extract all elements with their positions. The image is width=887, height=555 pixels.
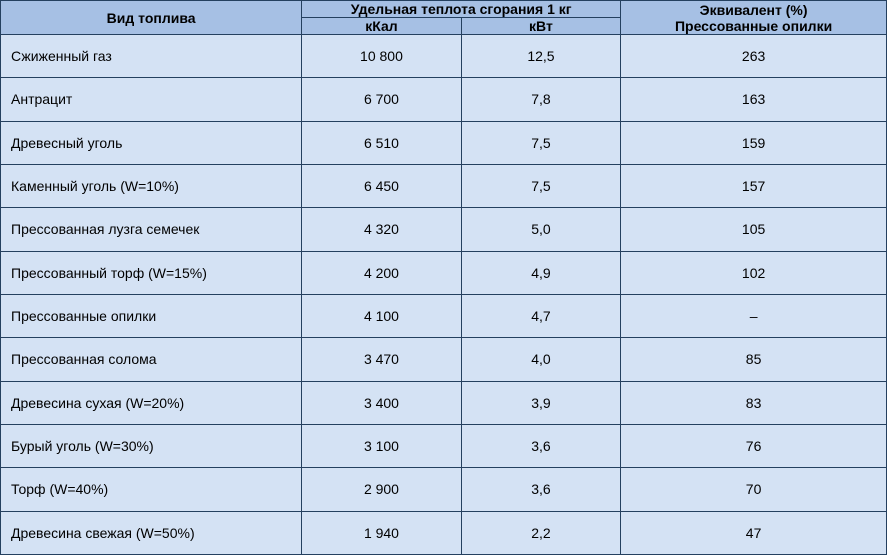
cell-kcal: 3 400 bbox=[302, 381, 461, 424]
cell-kwt: 2,2 bbox=[461, 511, 620, 554]
table-row: Прессованный торф (W=15%)4 2004,9102 bbox=[1, 251, 887, 294]
cell-fuel-name: Древесина сухая (W=20%) bbox=[1, 381, 302, 424]
table-row: Бурый уголь (W=30%)3 1003,676 bbox=[1, 424, 887, 467]
cell-fuel-name: Торф (W=40%) bbox=[1, 468, 302, 511]
cell-fuel-name: Древесный уголь bbox=[1, 121, 302, 164]
cell-equivalent: 157 bbox=[621, 164, 887, 207]
cell-kcal: 10 800 bbox=[302, 35, 461, 78]
cell-equivalent: 76 bbox=[621, 424, 887, 467]
cell-fuel-name: Каменный уголь (W=10%) bbox=[1, 164, 302, 207]
header-eq-line2: Прессованные опилки bbox=[675, 18, 832, 34]
cell-equivalent: 85 bbox=[621, 338, 887, 381]
cell-kcal: 4 320 bbox=[302, 208, 461, 251]
table-row: Древесина свежая (W=50%)1 9402,247 bbox=[1, 511, 887, 554]
header-eq-line1: Эквивалент (%) bbox=[700, 2, 808, 18]
cell-kwt: 4,0 bbox=[461, 338, 620, 381]
fuel-heat-table: Вид топлива Удельная теплота сгорания 1 … bbox=[0, 0, 887, 555]
cell-fuel-name: Древесина свежая (W=50%) bbox=[1, 511, 302, 554]
cell-kcal: 4 200 bbox=[302, 251, 461, 294]
cell-equivalent: 47 bbox=[621, 511, 887, 554]
table-row: Древесный уголь6 5107,5159 bbox=[1, 121, 887, 164]
cell-fuel-name: Прессованная лузга семечек bbox=[1, 208, 302, 251]
table-row: Торф (W=40%)2 9003,670 bbox=[1, 468, 887, 511]
cell-equivalent: 163 bbox=[621, 78, 887, 121]
cell-kcal: 6 450 bbox=[302, 164, 461, 207]
cell-kcal: 6 510 bbox=[302, 121, 461, 164]
table-row: Сжиженный газ10 80012,5263 bbox=[1, 35, 887, 78]
table-row: Древесина сухая (W=20%)3 4003,983 bbox=[1, 381, 887, 424]
header-equivalent: Эквивалент (%) Прессованные опилки bbox=[621, 1, 887, 35]
cell-kwt: 12,5 bbox=[461, 35, 620, 78]
cell-kwt: 4,7 bbox=[461, 294, 620, 337]
table-row: Прессованные опилки4 1004,7– bbox=[1, 294, 887, 337]
cell-kwt: 7,5 bbox=[461, 164, 620, 207]
header-kwt: кВт bbox=[461, 18, 620, 35]
cell-fuel-name: Антрацит bbox=[1, 78, 302, 121]
cell-equivalent: 102 bbox=[621, 251, 887, 294]
cell-fuel-name: Бурый уголь (W=30%) bbox=[1, 424, 302, 467]
cell-kwt: 5,0 bbox=[461, 208, 620, 251]
cell-kcal: 2 900 bbox=[302, 468, 461, 511]
header-heat-group: Удельная теплота сгорания 1 кг bbox=[302, 1, 621, 18]
cell-kcal: 1 940 bbox=[302, 511, 461, 554]
cell-kwt: 3,9 bbox=[461, 381, 620, 424]
table-row: Антрацит6 7007,8163 bbox=[1, 78, 887, 121]
cell-equivalent: – bbox=[621, 294, 887, 337]
cell-equivalent: 70 bbox=[621, 468, 887, 511]
table-row: Прессованная солома3 4704,085 bbox=[1, 338, 887, 381]
cell-kcal: 4 100 bbox=[302, 294, 461, 337]
cell-kwt: 7,8 bbox=[461, 78, 620, 121]
cell-kwt: 3,6 bbox=[461, 468, 620, 511]
header-kcal: кКал bbox=[302, 18, 461, 35]
cell-equivalent: 159 bbox=[621, 121, 887, 164]
cell-fuel-name: Прессованный торф (W=15%) bbox=[1, 251, 302, 294]
cell-fuel-name: Сжиженный газ bbox=[1, 35, 302, 78]
cell-equivalent: 83 bbox=[621, 381, 887, 424]
table-row: Каменный уголь (W=10%)6 4507,5157 bbox=[1, 164, 887, 207]
cell-equivalent: 263 bbox=[621, 35, 887, 78]
cell-equivalent: 105 bbox=[621, 208, 887, 251]
cell-kwt: 7,5 bbox=[461, 121, 620, 164]
cell-kcal: 3 100 bbox=[302, 424, 461, 467]
table-row: Прессованная лузга семечек4 3205,0105 bbox=[1, 208, 887, 251]
cell-fuel-name: Прессованные опилки bbox=[1, 294, 302, 337]
cell-kwt: 4,9 bbox=[461, 251, 620, 294]
cell-kcal: 3 470 bbox=[302, 338, 461, 381]
header-fuel: Вид топлива bbox=[1, 1, 302, 35]
cell-fuel-name: Прессованная солома bbox=[1, 338, 302, 381]
cell-kwt: 3,6 bbox=[461, 424, 620, 467]
cell-kcal: 6 700 bbox=[302, 78, 461, 121]
